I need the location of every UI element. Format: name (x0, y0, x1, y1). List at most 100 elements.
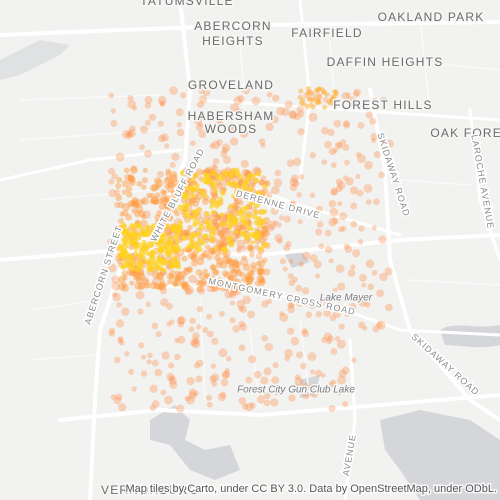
point (151, 359, 159, 367)
point (118, 252, 123, 257)
point (249, 252, 255, 258)
point (355, 151, 362, 158)
point (179, 170, 185, 176)
point (127, 174, 135, 182)
point (115, 393, 123, 401)
point (232, 284, 238, 290)
point (108, 167, 116, 175)
point (158, 258, 166, 266)
point (212, 157, 220, 165)
point (288, 110, 298, 120)
point (224, 367, 230, 374)
point (376, 320, 386, 330)
point (245, 212, 252, 219)
point (174, 211, 180, 217)
point (241, 255, 247, 261)
water-label: Forest City Gun Club Lake (237, 385, 355, 396)
point (128, 176, 135, 182)
point (127, 94, 134, 102)
point (117, 201, 125, 209)
point (246, 244, 253, 251)
point (238, 320, 245, 328)
point (330, 188, 338, 196)
point (210, 363, 217, 369)
point (343, 243, 350, 250)
point (108, 251, 114, 258)
point (131, 105, 138, 111)
point (108, 263, 117, 273)
point (157, 283, 165, 290)
point (265, 231, 271, 237)
point (309, 254, 318, 263)
point (208, 281, 216, 289)
point (159, 287, 168, 295)
point (225, 256, 233, 265)
point (321, 159, 328, 165)
point (190, 177, 196, 183)
point (261, 187, 269, 194)
point (169, 86, 178, 95)
point (251, 96, 261, 106)
point (271, 115, 279, 124)
point (155, 242, 161, 247)
point (203, 172, 211, 179)
point (262, 235, 268, 242)
point (250, 172, 256, 179)
point (196, 100, 204, 109)
point (157, 198, 163, 204)
point (158, 235, 166, 242)
point (247, 232, 252, 237)
point (220, 150, 228, 158)
point (315, 99, 321, 105)
point (177, 335, 186, 344)
point (222, 283, 230, 292)
point (198, 95, 208, 104)
point (193, 390, 199, 397)
point (344, 245, 353, 254)
point (348, 295, 355, 302)
point (166, 372, 175, 382)
point (334, 141, 343, 150)
point (121, 270, 128, 277)
point (121, 180, 130, 188)
point (229, 317, 236, 324)
point (197, 207, 202, 212)
place-label: HABERSHAM (188, 109, 275, 123)
point (224, 280, 232, 289)
point (209, 275, 217, 283)
point (358, 321, 366, 329)
point (298, 174, 305, 180)
point (180, 281, 187, 288)
point (341, 92, 349, 100)
point (338, 323, 345, 330)
point (131, 386, 137, 392)
point (172, 275, 180, 282)
point (371, 225, 377, 231)
place-label: DAFFIN HEIGHTS (327, 55, 444, 69)
point (315, 228, 323, 236)
point (328, 100, 334, 106)
point (317, 297, 327, 307)
point (253, 177, 259, 184)
point (329, 207, 339, 217)
point (128, 368, 135, 375)
point (294, 383, 301, 391)
point (202, 233, 209, 240)
point (176, 316, 185, 325)
point (166, 259, 172, 264)
point (151, 183, 159, 192)
point (175, 271, 185, 281)
point (362, 325, 368, 332)
point (335, 184, 343, 193)
point (142, 167, 148, 173)
point (221, 171, 228, 177)
point (213, 254, 221, 262)
point (283, 244, 291, 252)
point (131, 196, 139, 204)
point (193, 116, 203, 125)
point (137, 272, 146, 281)
point (288, 258, 294, 264)
point (240, 159, 249, 168)
point (221, 256, 229, 264)
point (118, 403, 127, 412)
